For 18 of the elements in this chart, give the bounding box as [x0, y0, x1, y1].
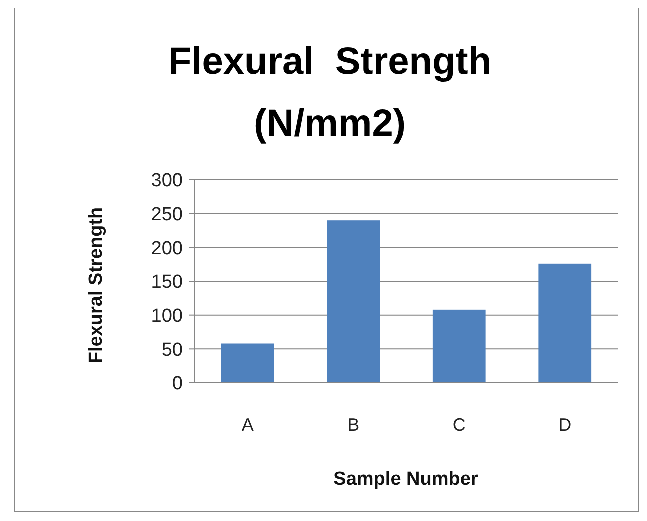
- y-tick-label: 250: [151, 204, 183, 226]
- x-tick-label: D: [558, 415, 572, 435]
- bar: [221, 344, 274, 383]
- y-tick-label: 0: [172, 374, 183, 395]
- bar: [538, 264, 592, 383]
- chart-title: Flexural Strength (N/mm2): [168, 41, 492, 145]
- y-tick-label: 150: [151, 272, 183, 294]
- x-tick-label: C: [452, 415, 466, 435]
- y-tick-label: 50: [162, 340, 183, 361]
- y-tick-label: 100: [151, 306, 183, 327]
- bar: [432, 310, 486, 383]
- y-tick-label: 200: [151, 238, 183, 260]
- y-tick-label: 300: [151, 170, 183, 192]
- x-tick-label: B: [348, 415, 360, 435]
- x-axis-title: Sample Number: [334, 469, 479, 490]
- bar: [327, 220, 380, 383]
- x-tick-label: A: [242, 415, 254, 435]
- y-axis-title: Flexural Strength: [86, 207, 107, 364]
